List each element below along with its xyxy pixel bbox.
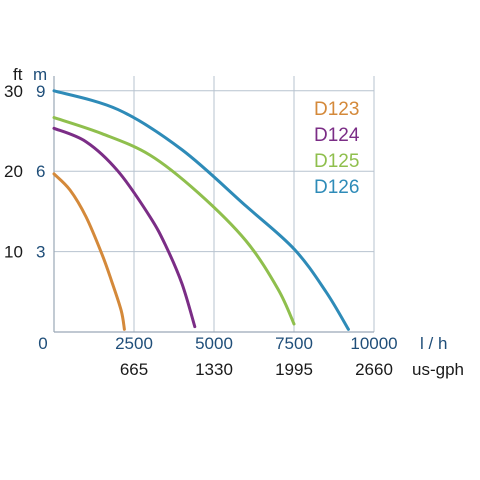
y-tick-ft-label: 20 <box>4 162 23 181</box>
legend-entry-d126: D126 <box>314 177 359 198</box>
series-curves <box>52 89 350 331</box>
x-tick-primary-label: 2500 <box>115 334 153 353</box>
series-line-d123 <box>52 172 126 331</box>
legend-entry-d124: D124 <box>314 125 360 146</box>
x-tick-secondary-label: 2660 <box>355 360 393 379</box>
series-line-d124 <box>52 126 197 329</box>
x-tick-primary-label: 5000 <box>195 334 233 353</box>
x-unit-secondary-label: us-gph <box>412 360 464 379</box>
x-tick-secondary-label: 1995 <box>275 360 313 379</box>
legend-entry-d123: D123 <box>314 99 359 120</box>
y-unit-m-label: m <box>33 65 47 84</box>
y-tick-m-label: 6 <box>36 162 45 181</box>
x-tick-primary-label: 0 <box>38 334 47 353</box>
x-tick-secondary-label: 665 <box>120 360 148 379</box>
y-tick-m-label: 3 <box>36 243 45 262</box>
series-line-d126 <box>52 89 350 331</box>
x-tick-secondary-label: 1330 <box>195 360 233 379</box>
x-unit-primary-label: l / h <box>420 334 447 353</box>
y-tick-ft-label: 30 <box>4 82 23 101</box>
x-tick-primary-label: 10000 <box>350 334 397 353</box>
y-unit-ft-label: ft <box>13 65 23 84</box>
legend-entry-d125: D125 <box>314 151 359 172</box>
legend: D123 D124 D125 D126 <box>314 99 360 198</box>
series-line-d125 <box>52 116 296 326</box>
y-tick-m-label: 9 <box>36 82 45 101</box>
x-tick-primary-label: 7500 <box>275 334 313 353</box>
chart-grid <box>54 76 375 332</box>
y-tick-ft-label: 10 <box>4 243 23 262</box>
